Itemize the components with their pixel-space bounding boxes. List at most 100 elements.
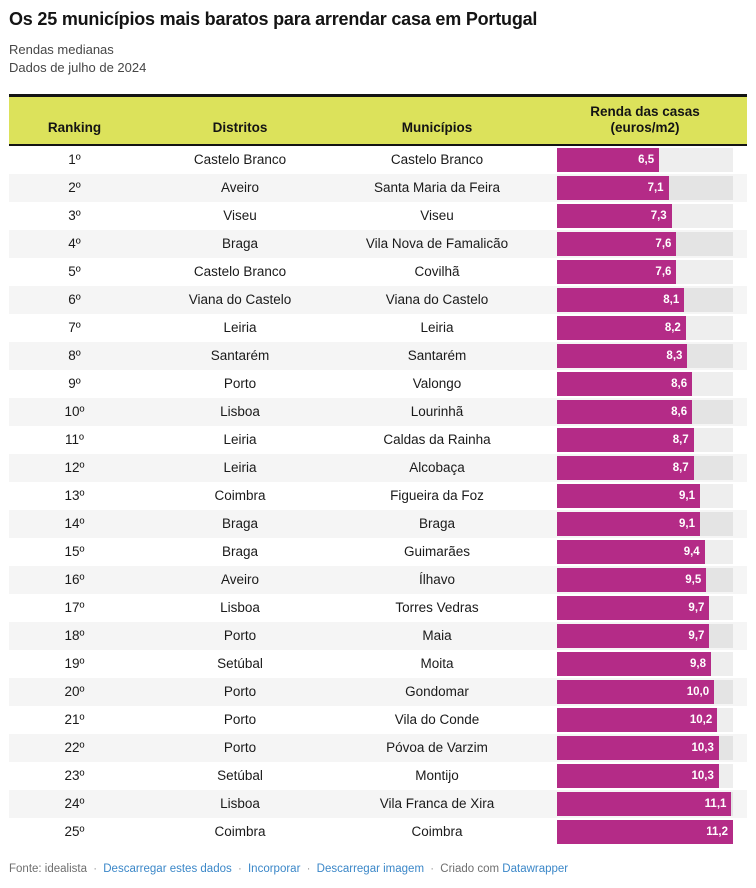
rent-bar: 10,3 bbox=[557, 764, 719, 788]
bar-cell: 8,2 bbox=[534, 316, 747, 340]
rent-bar: 8,2 bbox=[557, 316, 686, 340]
rent-value: 8,2 bbox=[664, 322, 681, 334]
table-row: 3º Viseu Viseu 7,3 bbox=[9, 202, 747, 230]
table-row: 17º Lisboa Torres Vedras 9,7 bbox=[9, 594, 747, 622]
column-header-distritos: Distritos bbox=[212, 120, 268, 135]
rent-value: 9,7 bbox=[688, 602, 705, 614]
rent-value: 10,3 bbox=[691, 770, 714, 782]
bar-cell: 10,3 bbox=[534, 764, 747, 788]
ranking-cell: 12º bbox=[64, 460, 85, 475]
table-row: 20º Porto Gondomar 10,0 bbox=[9, 678, 747, 706]
bar-track: 6,5 bbox=[557, 148, 733, 172]
rent-bar: 7,1 bbox=[557, 176, 669, 200]
subtitle-line-1: Rendas medianas bbox=[9, 42, 114, 57]
municipality-cell: Lourinhã bbox=[410, 404, 464, 419]
rent-bar: 9,8 bbox=[557, 652, 711, 676]
bar-cell: 8,7 bbox=[534, 456, 747, 480]
district-cell: Braga bbox=[221, 544, 259, 559]
rent-bar: 9,4 bbox=[557, 540, 705, 564]
bar-cell: 7,6 bbox=[534, 260, 747, 284]
ranking-cell: 2º bbox=[68, 180, 81, 195]
municipality-cell: Santa Maria da Feira bbox=[373, 180, 501, 195]
district-cell: Setúbal bbox=[217, 656, 263, 671]
bar-cell: 9,4 bbox=[534, 540, 747, 564]
table-row: 9º Porto Valongo 8,6 bbox=[9, 370, 747, 398]
rent-bar: 11,1 bbox=[557, 792, 732, 816]
district-cell: Lisboa bbox=[220, 600, 260, 615]
municipality-cell: Vila do Conde bbox=[394, 712, 480, 727]
bar-track: 7,6 bbox=[557, 260, 733, 284]
bar-track: 9,1 bbox=[557, 484, 733, 508]
bar-cell: 9,1 bbox=[534, 484, 747, 508]
ranking-cell: 22º bbox=[64, 740, 85, 755]
rent-bar: 9,1 bbox=[557, 484, 700, 508]
table-body: 1º Castelo Branco Castelo Branco 6,5 2º … bbox=[9, 146, 747, 846]
ranking-cell: 5º bbox=[68, 264, 81, 279]
column-header-municipios: Municípios bbox=[401, 120, 473, 135]
table-row: 1º Castelo Branco Castelo Branco 6,5 bbox=[9, 146, 747, 174]
rent-table: Ranking Distritos Municípios Renda das c… bbox=[9, 94, 747, 846]
bar-cell: 10,3 bbox=[534, 736, 747, 760]
created-with-label: Criado com bbox=[440, 863, 500, 875]
bar-track: 9,7 bbox=[557, 596, 733, 620]
rent-value: 9,1 bbox=[679, 518, 695, 530]
district-cell: Setúbal bbox=[217, 768, 263, 783]
footer-separator: · bbox=[93, 863, 98, 875]
municipality-cell: Guimarães bbox=[403, 544, 471, 559]
rent-value: 8,6 bbox=[671, 406, 688, 418]
ranking-cell: 24º bbox=[64, 796, 85, 811]
bar-track: 8,3 bbox=[557, 344, 733, 368]
bar-cell: 8,6 bbox=[534, 372, 747, 396]
bar-track: 8,7 bbox=[557, 428, 733, 452]
district-cell: Leiria bbox=[223, 432, 257, 447]
district-cell: Lisboa bbox=[220, 796, 260, 811]
rent-value: 10,3 bbox=[691, 742, 714, 754]
ranking-cell: 8º bbox=[68, 348, 81, 363]
ranking-cell: 7º bbox=[68, 320, 81, 335]
district-cell: Porto bbox=[223, 628, 257, 643]
bar-track: 10,0 bbox=[557, 680, 733, 704]
table-row: 23º Setúbal Montijo 10,3 bbox=[9, 762, 747, 790]
bar-track: 8,6 bbox=[557, 372, 733, 396]
rent-value: 10,0 bbox=[686, 686, 710, 698]
table-row: 8º Santarém Santarém 8,3 bbox=[9, 342, 747, 370]
footer-separator: · bbox=[237, 863, 242, 875]
bar-track: 10,2 bbox=[557, 708, 733, 732]
table-row: 11º Leiria Caldas da Rainha 8,7 bbox=[9, 426, 747, 454]
bar-track: 7,1 bbox=[557, 176, 733, 200]
table-row: 24º Lisboa Vila Franca de Xira 11,1 bbox=[9, 790, 747, 818]
datawrapper-link[interactable]: Datawrapper bbox=[502, 863, 569, 875]
bar-track: 9,4 bbox=[557, 540, 733, 564]
rent-bar: 11,2 bbox=[557, 820, 733, 844]
ranking-cell: 10º bbox=[64, 404, 85, 419]
bar-cell: 9,7 bbox=[534, 624, 747, 648]
table-row: 15º Braga Guimarães 9,4 bbox=[9, 538, 747, 566]
rent-bar: 8,6 bbox=[557, 372, 693, 396]
district-cell: Porto bbox=[223, 684, 257, 699]
district-cell: Santarém bbox=[210, 348, 270, 363]
municipality-cell: Figueira da Foz bbox=[390, 488, 484, 503]
rent-bar: 9,7 bbox=[557, 596, 710, 620]
bar-track: 8,7 bbox=[557, 456, 733, 480]
rent-value: 8,1 bbox=[663, 294, 680, 306]
bar-cell: 7,6 bbox=[534, 232, 747, 256]
rent-bar: 8,6 bbox=[557, 400, 693, 424]
municipality-cell: Torres Vedras bbox=[395, 600, 479, 615]
embed-link[interactable]: Incorporar bbox=[247, 863, 301, 875]
download-image-link[interactable]: Descarregar imagem bbox=[316, 863, 425, 875]
bar-cell: 11,2 bbox=[534, 820, 747, 844]
bar-track: 10,3 bbox=[557, 736, 733, 760]
table-row: 13º Coimbra Figueira da Foz 9,1 bbox=[9, 482, 747, 510]
ranking-cell: 11º bbox=[65, 432, 84, 447]
download-data-link[interactable]: Descarregar estes dados bbox=[103, 863, 232, 875]
district-cell: Leiria bbox=[223, 320, 257, 335]
ranking-cell: 6º bbox=[68, 292, 81, 307]
bar-track: 9,8 bbox=[557, 652, 733, 676]
subtitle-line-2: Dados de julho de 2024 bbox=[9, 60, 147, 75]
district-cell: Porto bbox=[223, 740, 257, 755]
district-cell: Viana do Castelo bbox=[188, 292, 292, 307]
rent-bar: 9,1 bbox=[557, 512, 700, 536]
bar-track: 7,3 bbox=[557, 204, 733, 228]
municipality-cell: Santarém bbox=[407, 348, 467, 363]
municipality-cell: Leiria bbox=[420, 320, 454, 335]
